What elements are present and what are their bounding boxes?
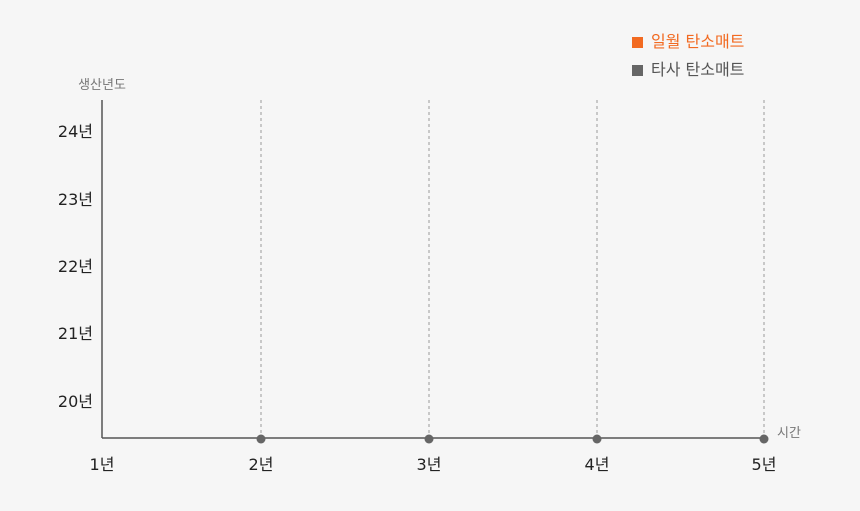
x-tick-label: 1년 bbox=[90, 455, 115, 474]
legend-swatch bbox=[632, 36, 643, 48]
y-tick-label: 23년 bbox=[58, 190, 93, 209]
x-tick-label: 2년 bbox=[249, 455, 274, 474]
y-tick-label: 20년 bbox=[58, 392, 93, 411]
data-point bbox=[759, 434, 769, 444]
y-tick-label: 22년 bbox=[58, 257, 93, 276]
y-tick-label: 21년 bbox=[58, 324, 93, 343]
y-tick-label: 24년 bbox=[58, 122, 93, 141]
x-tick-label: 3년 bbox=[417, 455, 442, 474]
y-axis-label: 생산년도 bbox=[78, 78, 126, 93]
legend-swatch bbox=[632, 64, 643, 76]
legend-item-ilwol: 일월 탄소매트 bbox=[632, 28, 744, 56]
data-point bbox=[256, 434, 266, 444]
x-tick-label: 4년 bbox=[585, 455, 610, 474]
data-point bbox=[592, 434, 602, 444]
x-tick-label: 5년 bbox=[752, 455, 777, 474]
x-axis-label: 시간 bbox=[777, 426, 801, 441]
legend-label: 타사 탄소매트 bbox=[651, 60, 745, 79]
legend-item-other: 타사 탄소매트 bbox=[632, 56, 744, 84]
data-point bbox=[424, 434, 434, 444]
legend-label: 일월 탄소매트 bbox=[651, 32, 745, 51]
legend: 일월 탄소매트 타사 탄소매트 bbox=[632, 28, 744, 84]
